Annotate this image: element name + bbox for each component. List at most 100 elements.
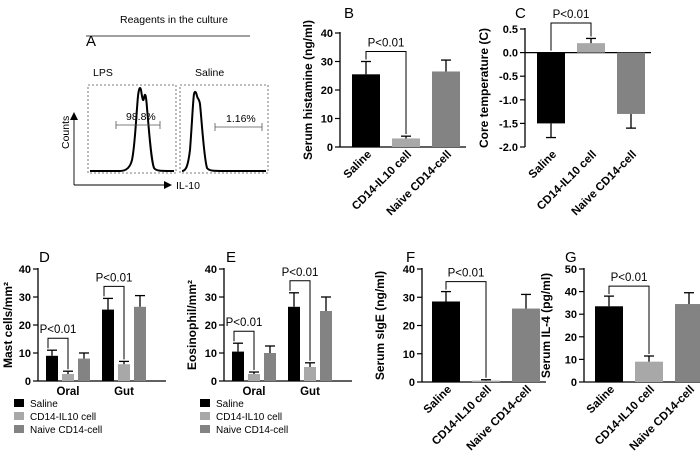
- panel-e-chart: E Eosinophil/mm² 0 10 20 30 40 Oral P<0.01 Gut P<0…: [185, 249, 352, 436]
- bar-gut-saline: [102, 309, 114, 381]
- bar-naive-cd14-cell: [512, 308, 540, 382]
- histogram-saline-trace: [181, 90, 266, 172]
- flow-panel-label-saline: Saline: [195, 67, 224, 79]
- group-label: Gut: [300, 386, 320, 398]
- bar-cd14-il10-cell: [392, 138, 420, 147]
- flow-title: Reagents in the culture: [120, 14, 228, 26]
- legend-label: Naive CD14-cell: [216, 425, 288, 436]
- panel-c-chart: C Core temperature (C) -2.0 -1.5 -1.0 -0.5 0.0…: [477, 5, 651, 218]
- panel-letter-e: E: [226, 249, 236, 266]
- y-tick-label: 10: [403, 349, 415, 361]
- y-axis-label: Serum histamine (ng/ml): [301, 20, 315, 160]
- y-axis-label: Eosinophil/mm²: [185, 280, 199, 370]
- y-axis-label: Core temperature (C): [477, 28, 491, 148]
- histogram-lps-trace: [90, 87, 175, 172]
- legend-swatch: [200, 399, 210, 407]
- bar-saline: [432, 301, 460, 382]
- y-tick-label: 30: [565, 309, 577, 321]
- percent-saline: 1.16%: [226, 113, 256, 125]
- y-tick-label: 20: [403, 321, 415, 333]
- il10-arrow-icon: [164, 181, 172, 189]
- legend-label: Saline: [30, 399, 58, 410]
- legend-label: Naive CD14-cell: [30, 425, 102, 436]
- annotation-0-0-pvalue: P<0.01: [40, 324, 77, 336]
- bar-oral-saline: [232, 351, 244, 381]
- bar-charts: B Serum histamine (ng/ml) 0 10 20 30 40 Saline C…: [1, 5, 700, 453]
- y-axis-label: Serum sIgE (ng/ml): [373, 271, 387, 380]
- category-label: Saline: [422, 384, 454, 416]
- y-tick-label: 0: [327, 142, 333, 154]
- bar-oral-naive-cd14-cell: [78, 358, 90, 381]
- annotation-1-0-pvalue: P<0.01: [282, 267, 319, 279]
- category-label: Saline: [342, 149, 374, 181]
- annotation-0-0-bracket: [47, 337, 69, 370]
- annotation-0-bracket: [608, 285, 650, 355]
- legend-label: CD14-IL10 cell: [216, 412, 282, 423]
- bar-oral-saline: [46, 355, 58, 381]
- panel-letter-c: C: [515, 5, 526, 22]
- bar-gut-cd14-il10-cell: [304, 367, 316, 381]
- y-tick-label: 0: [571, 377, 577, 389]
- y-tick-label: 40: [19, 264, 31, 276]
- legend-swatch: [14, 412, 24, 420]
- y-tick-label: 30: [205, 292, 217, 304]
- y-tick-label: 20: [565, 332, 577, 344]
- y-tick-label: 10: [205, 348, 217, 360]
- bar-naive-cd14-cell: [432, 71, 460, 147]
- bar-saline: [537, 52, 565, 124]
- y-tick-label: 0: [25, 376, 31, 388]
- bar-saline: [352, 74, 380, 147]
- y-tick-label: 20: [205, 320, 217, 332]
- y-tick-label: -1.5: [499, 118, 518, 130]
- annotation-1-0-bracket: [289, 280, 311, 361]
- bar-oral-naive-cd14-cell: [264, 353, 276, 381]
- y-tick-label: 0: [409, 377, 415, 389]
- counts-label: Counts: [60, 116, 72, 149]
- panel-d-chart: D Mast cells/mm² 0 10 20 30 40 Oral P<0.01 Gut P<0…: [1, 249, 166, 436]
- legend-swatch: [14, 399, 24, 407]
- bar-oral-cd14-il10-cell: [248, 374, 260, 381]
- bar-oral-cd14-il10-cell: [62, 374, 74, 381]
- y-axis-label: Mast cells/mm²: [1, 282, 15, 368]
- bar-saline: [595, 306, 623, 382]
- annotation-0-pvalue: P<0.01: [611, 272, 648, 284]
- y-tick-label: 40: [565, 287, 577, 299]
- y-tick-label: 30: [403, 292, 415, 304]
- y-tick-label: 50: [565, 264, 577, 276]
- category-label: Saline: [527, 149, 559, 181]
- bar-gut-naive-cd14-cell: [134, 306, 146, 381]
- y-tick-label: 0.0: [503, 48, 518, 60]
- y-tick-label: 0.5: [503, 24, 518, 36]
- y-tick-label: 10: [321, 114, 333, 126]
- y-tick-label: 40: [321, 28, 333, 40]
- y-tick-label: 30: [19, 292, 31, 304]
- group-label: Oral: [56, 386, 79, 398]
- flow-panel-label-lps: LPS: [93, 67, 113, 79]
- bar-gut-cd14-il10-cell: [118, 364, 130, 381]
- y-tick-label: 10: [565, 354, 577, 366]
- bar-cd14-il10-cell: [635, 361, 663, 382]
- y-tick-label: -1.0: [499, 95, 518, 107]
- bar-gut-saline: [288, 306, 300, 381]
- annotation-0-0-bracket: [233, 330, 255, 371]
- panel-letter-b: B: [344, 5, 354, 22]
- bar-cd14-il10-cell: [577, 43, 605, 53]
- annotation-0-bracket: [365, 51, 407, 135]
- panel-letter-d: D: [39, 249, 50, 266]
- y-tick-label: 0: [211, 376, 217, 388]
- panel-letter-g: G: [565, 249, 577, 266]
- bar-gut-naive-cd14-cell: [320, 311, 332, 381]
- legend-swatch: [200, 412, 210, 420]
- histogram-saline-box: [179, 84, 269, 174]
- il10-label: IL-10: [176, 180, 200, 192]
- bar-naive-cd14-cell: [617, 52, 645, 114]
- group-label: Oral: [242, 386, 265, 398]
- annotation-0-bracket: [445, 281, 487, 378]
- annotation-0-pvalue: P<0.01: [448, 268, 485, 280]
- legend-label: CD14-IL10 cell: [30, 412, 96, 423]
- annotation-1-0-bracket: [103, 285, 125, 360]
